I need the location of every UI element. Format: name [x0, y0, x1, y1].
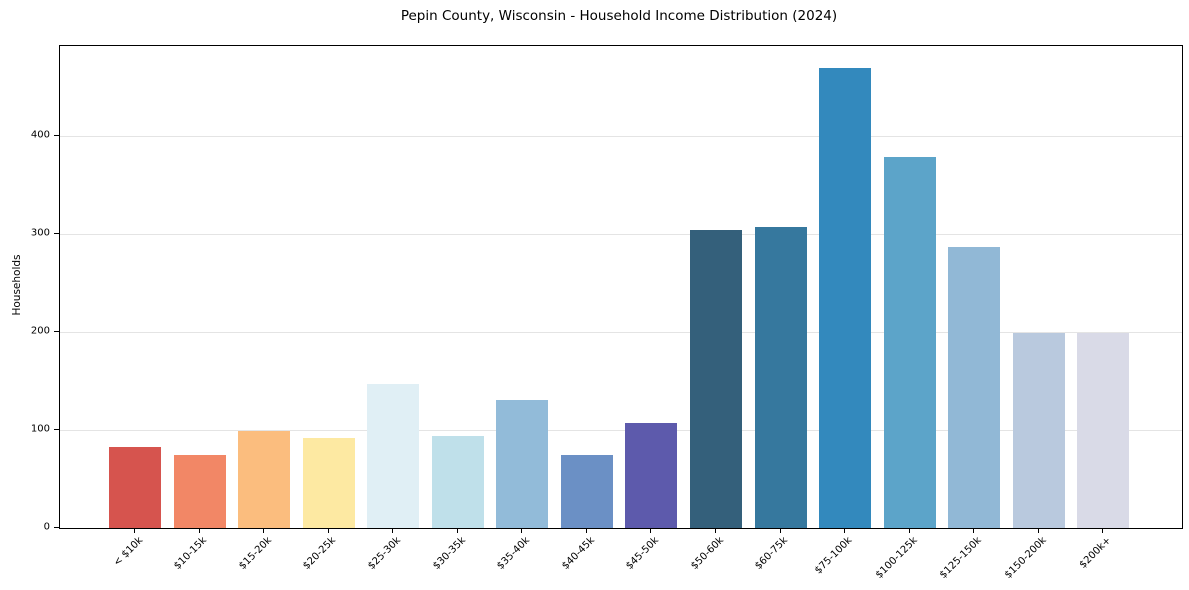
- x-tick-mark: [714, 527, 716, 533]
- x-tick-mark: [198, 527, 200, 533]
- bar-25-30k: [367, 383, 420, 528]
- x-tick-label-45-50k: $45-50k: [624, 534, 662, 572]
- chart-title: Pepin County, Wisconsin - Household Inco…: [400, 8, 838, 24]
- x-tick-mark: [521, 527, 523, 533]
- bar-125-150k: [948, 247, 1001, 528]
- x-tick-mark: [263, 527, 265, 533]
- x-tick-mark: [327, 527, 329, 533]
- bar-60-75k: [754, 226, 807, 528]
- x-tick-label-10k: < $10k: [111, 534, 145, 569]
- x-tick-mark: [1037, 527, 1039, 533]
- y-axis-label: Households: [11, 254, 23, 316]
- y-tick-mark: [53, 428, 59, 430]
- x-tick-label-125-150k: $125-150k: [938, 534, 984, 581]
- y-tick-mark: [53, 232, 59, 234]
- bar-20-25k: [302, 438, 355, 528]
- bar-30-35k: [431, 436, 484, 528]
- x-tick-label-10-15k: $10-15k: [172, 534, 210, 572]
- y-tick-label-400: 400: [30, 129, 50, 141]
- bar-10-15k: [173, 455, 226, 528]
- x-tick-label-20-25k: $20-25k: [301, 534, 339, 572]
- x-tick-label-15-20k: $15-20k: [236, 534, 274, 572]
- x-tick-label-60-75k: $60-75k: [753, 534, 791, 572]
- bar-10k: [109, 447, 161, 528]
- bar-35-40k: [496, 400, 549, 528]
- x-tick-mark: [908, 527, 910, 533]
- x-tick-mark: [392, 527, 394, 533]
- bar-40-45k: [560, 455, 613, 528]
- y-tick-label-200: 200: [30, 325, 50, 337]
- x-tick-label-75-100k: $75-100k: [813, 534, 855, 576]
- x-tick-label-40-45k: $40-45k: [559, 534, 597, 572]
- x-tick-label-25-30k: $25-30k: [366, 534, 403, 572]
- x-tick-mark: [650, 527, 652, 533]
- y-tick-label-0: 0: [43, 521, 50, 532]
- x-tick-label-50-60k: $50-60k: [688, 534, 726, 572]
- x-tick-mark: [134, 527, 135, 533]
- plot-area: [58, 44, 1183, 529]
- bar-150-200k: [1012, 332, 1065, 528]
- y-tick-mark: [53, 134, 59, 136]
- y-tick-mark: [53, 526, 59, 528]
- x-tick-label-35-40k: $35-40k: [495, 534, 533, 572]
- gridline-300: [59, 233, 1182, 235]
- bar-15-20k: [238, 430, 291, 528]
- bar-45-50k: [625, 422, 678, 528]
- y-tick-mark: [53, 330, 59, 332]
- x-tick-mark: [844, 527, 846, 533]
- gridline-200: [59, 331, 1182, 333]
- x-tick-mark: [456, 527, 458, 533]
- bar-100-125k: [883, 157, 936, 528]
- x-tick-label-100-125k: $100-125k: [873, 534, 920, 581]
- x-tick-label-30-35k: $30-35k: [430, 534, 468, 572]
- y-tick-label-100: 100: [30, 423, 50, 435]
- bar-200k: [1077, 332, 1130, 528]
- x-tick-mark: [779, 527, 781, 533]
- y-tick-label-300: 300: [30, 227, 50, 239]
- x-tick-label-150-200k: $150-200k: [1002, 534, 1049, 581]
- x-tick-mark: [1102, 527, 1104, 533]
- x-tick-mark: [585, 527, 587, 533]
- gridline-400: [59, 135, 1182, 137]
- bar-75-100k: [819, 68, 872, 528]
- x-tick-label-200k: $200k+: [1077, 534, 1114, 571]
- bar-50-60k: [689, 229, 742, 528]
- x-tick-mark: [973, 527, 975, 533]
- gridline-100: [59, 429, 1182, 431]
